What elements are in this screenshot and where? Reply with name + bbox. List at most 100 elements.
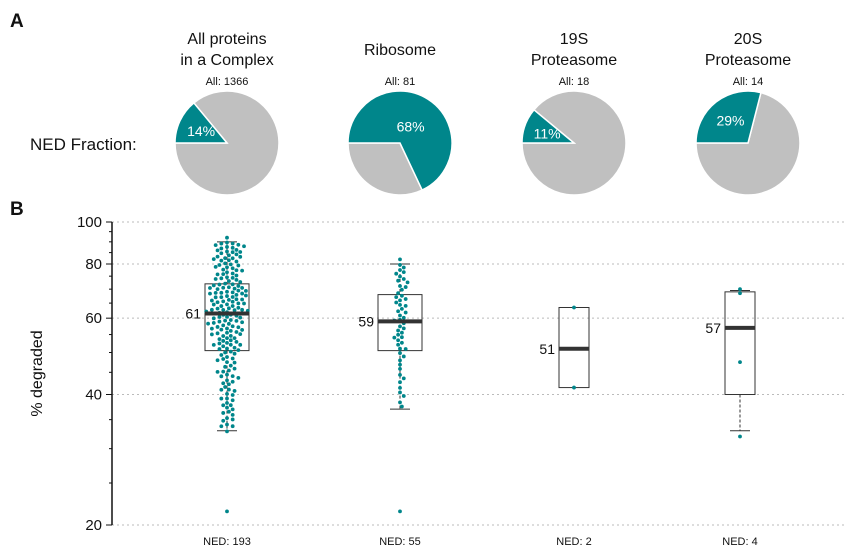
data-point <box>398 257 402 262</box>
data-point <box>403 303 408 308</box>
data-point <box>234 339 239 344</box>
data-point <box>230 356 235 361</box>
data-point <box>215 306 220 311</box>
data-point <box>232 336 237 341</box>
data-point <box>392 335 397 340</box>
data-point <box>228 363 233 368</box>
data-point <box>209 307 214 312</box>
y-tick-label: 40 <box>85 387 102 404</box>
box-group-0: 61 NED: 193 <box>185 235 251 548</box>
data-point <box>230 412 235 417</box>
data-point <box>240 328 245 332</box>
data-point <box>401 315 406 320</box>
data-point <box>219 295 224 300</box>
data-point <box>219 424 224 429</box>
pie-percent-label: 14% <box>187 123 215 139</box>
data-point <box>225 360 229 365</box>
data-point <box>230 256 235 261</box>
data-point <box>398 324 402 329</box>
data-point <box>225 392 229 396</box>
data-point <box>230 276 235 280</box>
data-point <box>221 344 226 349</box>
data-point <box>230 266 235 271</box>
data-point <box>242 301 246 306</box>
data-point <box>215 300 220 305</box>
data-point <box>208 291 212 296</box>
data-point <box>394 300 399 305</box>
data-point <box>221 272 226 277</box>
data-point <box>223 318 228 323</box>
data-point <box>398 302 402 307</box>
y-tick-label: 60 <box>85 310 102 327</box>
data-point <box>228 342 233 347</box>
data-point <box>228 318 233 322</box>
data-point <box>230 282 235 287</box>
data-point <box>738 287 742 292</box>
data-point <box>211 257 216 261</box>
data-point <box>398 346 402 351</box>
data-point <box>401 277 406 281</box>
pie-1: Ribosome All: 81 68% <box>347 42 453 196</box>
data-point <box>221 339 226 343</box>
data-point <box>234 273 239 278</box>
data-point <box>234 318 239 323</box>
data-point <box>219 241 224 246</box>
data-point <box>236 242 241 247</box>
data-point <box>230 324 235 329</box>
data-point <box>234 252 239 257</box>
data-point <box>223 350 228 355</box>
data-point <box>398 362 402 367</box>
data-point <box>398 367 402 371</box>
data-point <box>398 400 402 405</box>
data-point <box>213 291 218 295</box>
data-point <box>225 340 229 345</box>
data-point <box>215 369 220 374</box>
pie-title-line: Proteasome <box>705 52 791 69</box>
data-point <box>398 313 402 318</box>
data-point <box>236 348 241 353</box>
pie-all-count: All: 81 <box>385 76 416 88</box>
data-point <box>234 297 239 302</box>
pie-slice-ned <box>347 90 453 192</box>
data-point <box>242 244 246 249</box>
data-point <box>399 404 404 409</box>
pie-slice-other <box>695 91 801 196</box>
data-point <box>223 261 228 266</box>
data-point <box>228 262 233 267</box>
data-point <box>398 373 402 377</box>
data-point <box>398 284 402 288</box>
data-point <box>221 285 226 290</box>
data-point <box>230 398 235 403</box>
data-point <box>225 416 229 421</box>
data-point <box>232 308 237 313</box>
data-point <box>572 305 576 310</box>
data-point <box>225 401 229 405</box>
pie-title-line: Ribosome <box>364 42 436 59</box>
data-point <box>225 336 229 341</box>
data-point <box>238 342 243 347</box>
data-point <box>244 293 248 298</box>
ned-fraction-label: NED Fraction: <box>30 135 137 154</box>
data-point <box>219 258 224 263</box>
data-point <box>206 321 211 326</box>
data-point <box>209 298 214 303</box>
data-point <box>230 417 235 422</box>
data-point <box>399 340 404 345</box>
median-label: 59 <box>358 313 374 329</box>
data-point <box>221 411 226 415</box>
data-point <box>398 509 402 514</box>
data-point <box>398 358 402 363</box>
data-point <box>234 268 239 273</box>
data-point <box>225 235 229 240</box>
pie-all-count: All: 1366 <box>206 76 249 88</box>
data-point <box>225 330 229 335</box>
box <box>724 291 756 396</box>
data-point <box>228 403 233 408</box>
data-point <box>226 382 231 387</box>
data-point <box>226 279 231 283</box>
data-point <box>225 289 229 294</box>
data-point <box>398 262 402 267</box>
data-point <box>232 351 237 356</box>
pie-title-line: All proteins <box>187 31 266 48</box>
